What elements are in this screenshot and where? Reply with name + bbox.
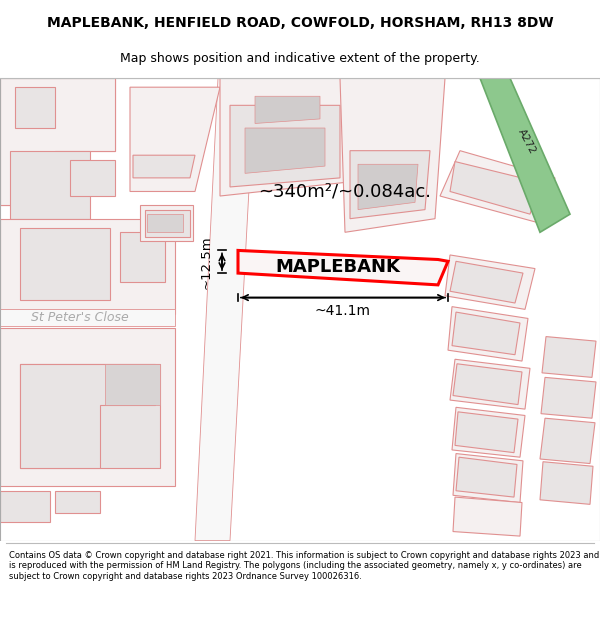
Text: Contains OS data © Crown copyright and database right 2021. This information is : Contains OS data © Crown copyright and d… — [9, 551, 599, 581]
Polygon shape — [445, 255, 535, 309]
Polygon shape — [455, 412, 518, 452]
Polygon shape — [140, 205, 193, 241]
Polygon shape — [350, 151, 430, 219]
Polygon shape — [540, 462, 593, 504]
Polygon shape — [0, 78, 55, 205]
Polygon shape — [0, 328, 175, 486]
Polygon shape — [480, 78, 570, 232]
Polygon shape — [20, 364, 160, 468]
Polygon shape — [20, 364, 155, 468]
Text: Map shows position and indicative extent of the property.: Map shows position and indicative extent… — [120, 52, 480, 65]
Polygon shape — [238, 251, 448, 285]
Polygon shape — [120, 232, 165, 282]
Polygon shape — [450, 161, 540, 214]
Polygon shape — [230, 106, 340, 187]
Polygon shape — [541, 378, 596, 418]
Polygon shape — [0, 219, 175, 314]
Polygon shape — [440, 151, 555, 223]
Polygon shape — [255, 96, 320, 124]
Polygon shape — [358, 164, 418, 209]
Polygon shape — [456, 458, 517, 497]
Polygon shape — [450, 359, 530, 409]
Polygon shape — [130, 88, 220, 191]
Polygon shape — [448, 307, 528, 361]
Polygon shape — [70, 160, 115, 196]
Polygon shape — [0, 309, 175, 326]
Polygon shape — [453, 454, 523, 503]
Polygon shape — [542, 337, 596, 377]
Text: ~12.5m: ~12.5m — [199, 235, 212, 289]
Polygon shape — [0, 491, 50, 522]
Polygon shape — [20, 228, 110, 300]
Text: A272: A272 — [516, 127, 538, 156]
Polygon shape — [452, 408, 525, 458]
Polygon shape — [15, 88, 55, 128]
Polygon shape — [340, 78, 445, 232]
Text: St Peter's Close: St Peter's Close — [31, 311, 129, 324]
Text: MAPLEBANK: MAPLEBANK — [275, 258, 400, 276]
Polygon shape — [220, 78, 345, 196]
Polygon shape — [540, 418, 595, 464]
Polygon shape — [10, 151, 90, 219]
Polygon shape — [450, 261, 523, 303]
Text: ~340m²/~0.084ac.: ~340m²/~0.084ac. — [259, 182, 431, 201]
Text: MAPLEBANK, HENFIELD ROAD, COWFOLD, HORSHAM, RH13 8DW: MAPLEBANK, HENFIELD ROAD, COWFOLD, HORSH… — [47, 16, 553, 31]
Text: ~41.1m: ~41.1m — [315, 304, 371, 318]
Polygon shape — [195, 78, 255, 541]
Polygon shape — [0, 78, 115, 205]
Polygon shape — [55, 491, 100, 513]
Polygon shape — [245, 128, 325, 173]
Polygon shape — [453, 497, 522, 536]
Polygon shape — [105, 364, 160, 404]
Polygon shape — [145, 209, 190, 237]
Polygon shape — [452, 312, 520, 355]
Polygon shape — [147, 214, 183, 232]
Polygon shape — [133, 155, 195, 178]
Polygon shape — [55, 78, 115, 151]
Polygon shape — [453, 364, 522, 404]
